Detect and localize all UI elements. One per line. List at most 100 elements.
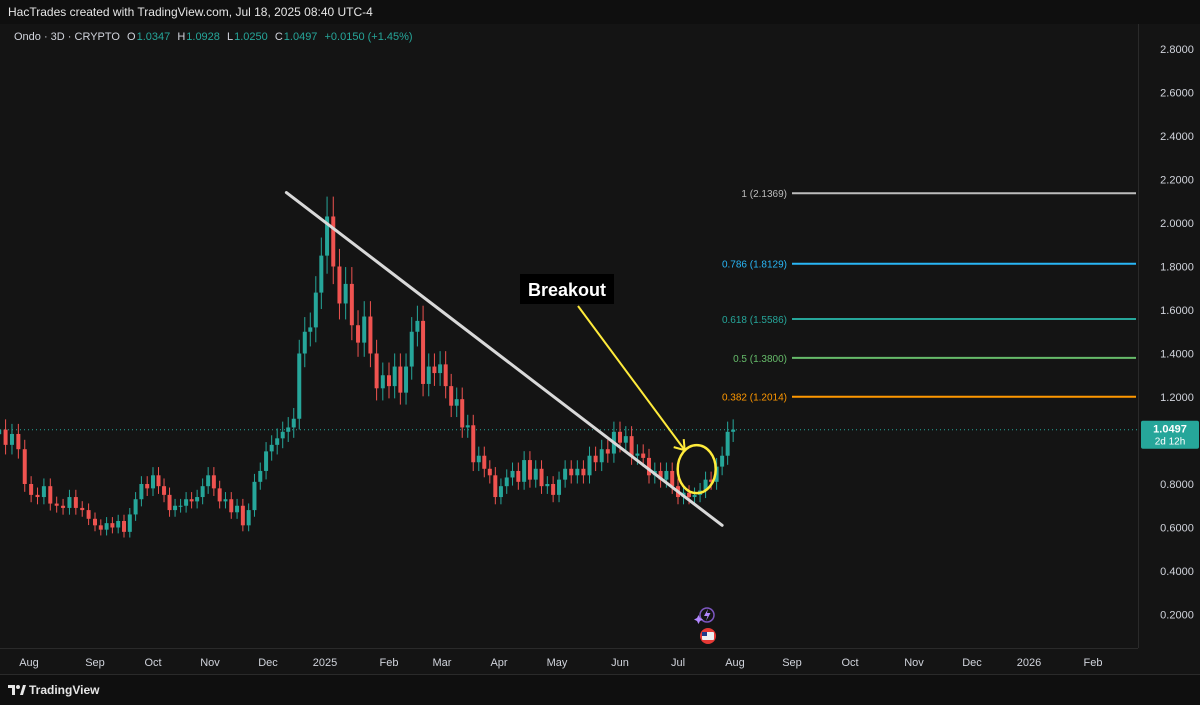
- candle-body: [61, 505, 66, 508]
- breakout-label-bg: [520, 274, 614, 304]
- symbol-name[interactable]: Ondo · 3D · CRYPTO: [14, 31, 120, 43]
- candle-body: [692, 494, 697, 498]
- price-chart-pane[interactable]: 1 (2.1369) 0.786 (1.8129) 0.618 (1.5586) 0.…: [0, 24, 1138, 648]
- time-tick-label: Oct: [144, 657, 161, 669]
- time-axis[interactable]: Aug Sep Oct Nov Dec 2025 Feb Mar Apr May Jun Jul Aug…: [0, 648, 1138, 675]
- price-tick-label: 2.2000: [1160, 175, 1194, 187]
- candle-body: [93, 518, 97, 526]
- low-label: L: [226, 31, 234, 43]
- fib-level-label: 0.5 (1.3800): [733, 354, 787, 365]
- candle-body: [16, 433, 21, 450]
- time-tick-label: Feb: [380, 657, 399, 669]
- candle-body: [368, 316, 373, 354]
- price-tick-label: 2.4000: [1160, 131, 1194, 143]
- change-value: +0.0150 (+1.45%): [324, 31, 413, 43]
- time-tick-label: Aug: [19, 657, 39, 669]
- time-tick-label: Apr: [490, 657, 507, 669]
- candle-body: [269, 444, 274, 452]
- price-tick-label: 2.6000: [1160, 88, 1194, 100]
- candle-body: [211, 475, 216, 489]
- candle-body: [635, 453, 640, 456]
- time-tick-label: 2026: [1017, 657, 1041, 669]
- candle-body: [387, 375, 391, 387]
- tradingview-footer: TradingView: [0, 674, 1200, 705]
- high-value: 1.0928: [186, 31, 220, 43]
- candle-body: [9, 433, 14, 445]
- candle-body: [122, 520, 126, 532]
- price-axis[interactable]: 0.20000.40000.60000.80001.00001.20001.40…: [1138, 24, 1200, 648]
- candle-body: [471, 425, 476, 463]
- candle-body: [392, 366, 397, 387]
- candle-body: [443, 364, 448, 387]
- candle-body: [629, 436, 634, 456]
- candle-body: [223, 499, 228, 502]
- candle-body: [709, 479, 714, 482]
- candle-body: [189, 499, 194, 502]
- fib-level-label: 0.382 (1.2014): [722, 393, 787, 404]
- candle-body: [264, 451, 269, 471]
- candle-body: [86, 510, 91, 519]
- candle-body: [510, 470, 515, 478]
- candle-body: [297, 353, 302, 419]
- candle-body: [275, 438, 280, 445]
- price-tick-label: 0.2000: [1160, 610, 1194, 622]
- candle-body: [658, 470, 663, 480]
- close-value: 1.0497: [283, 31, 318, 43]
- time-tick-label: Jul: [671, 657, 685, 669]
- candle-body: [343, 283, 348, 304]
- candle-body: [575, 468, 580, 476]
- attribution-text: HacTrades created with TradingView.com, …: [8, 5, 373, 19]
- candle-body: [41, 486, 46, 498]
- candle-body: [349, 283, 354, 326]
- candle-body: [240, 505, 245, 526]
- attribution-bar: HacTrades created with TradingView.com, …: [0, 0, 1200, 24]
- candle-body: [374, 353, 379, 389]
- time-tick-label: Dec: [258, 657, 278, 669]
- breakout-circle[interactable]: [676, 443, 717, 495]
- lightning-bolt-icon: [704, 609, 711, 621]
- fib-level-label: 1 (2.1369): [741, 189, 787, 200]
- candle-body: [356, 325, 361, 343]
- price-tick-label: 1.2000: [1160, 392, 1194, 404]
- candle-body: [415, 320, 420, 332]
- candle-body: [670, 470, 675, 487]
- descending-trendline[interactable]: [284, 191, 724, 527]
- price-tick-label: 0.4000: [1160, 566, 1194, 578]
- candle-body: [337, 266, 342, 304]
- candle-body: [0, 429, 2, 435]
- candle-body: [522, 460, 527, 482]
- price-tick-label: 2.0000: [1160, 218, 1194, 230]
- candle-body: [286, 427, 291, 432]
- candle-body: [313, 292, 318, 328]
- price-axis-labels: 0.20000.40000.60000.80001.00001.20001.40…: [1141, 44, 1199, 622]
- candle-body: [246, 510, 251, 526]
- candle-body: [504, 477, 509, 487]
- fibonacci-levels[interactable]: 1 (2.1369) 0.786 (1.8129) 0.618 (1.5586) 0.…: [722, 189, 1136, 404]
- candle-body: [516, 470, 521, 482]
- price-tick-label: 0.6000: [1160, 523, 1194, 535]
- candle-body: [545, 484, 550, 487]
- event-icons[interactable]: [694, 607, 716, 644]
- candle-body: [380, 375, 385, 389]
- time-tick-label: Jun: [611, 657, 629, 669]
- candle-body: [664, 470, 669, 480]
- candle-body: [178, 505, 183, 507]
- candle-body: [80, 507, 85, 511]
- candle-body: [73, 497, 78, 508]
- candle-body: [331, 216, 336, 267]
- candle-body: [421, 320, 426, 384]
- candle-body: [409, 331, 414, 367]
- candle-body: [687, 492, 692, 498]
- footer-brand: TradingView: [29, 683, 100, 697]
- candle-body: [195, 497, 200, 502]
- breakout-annotation[interactable]: Breakout: [520, 274, 717, 495]
- open-label: O: [127, 31, 136, 43]
- candle-body: [67, 497, 72, 508]
- candle-body: [599, 449, 604, 463]
- candle-body: [22, 449, 27, 484]
- candle-body: [98, 525, 103, 530]
- lightning-event-icon[interactable]: [699, 607, 715, 623]
- time-tick-label: 2025: [313, 657, 337, 669]
- candle-body: [162, 486, 167, 495]
- candle-body: [398, 366, 403, 393]
